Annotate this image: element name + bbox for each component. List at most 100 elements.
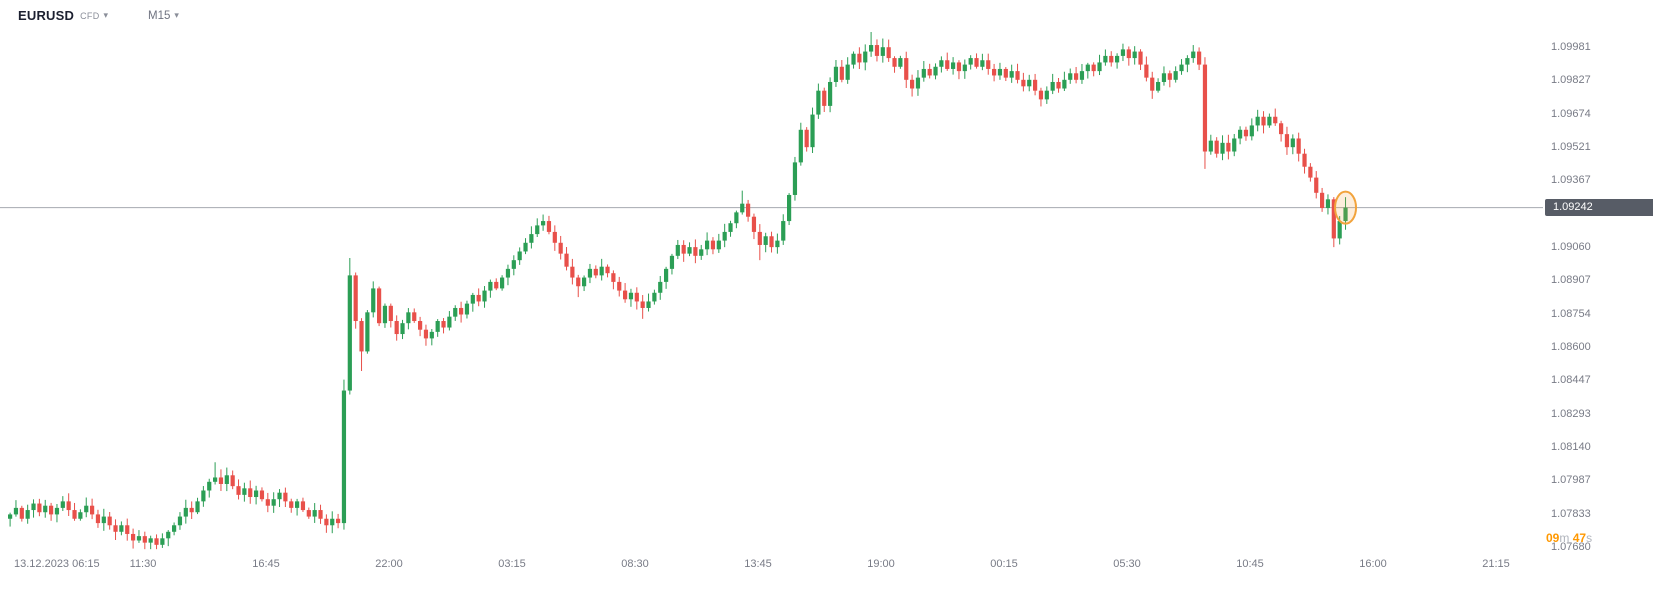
candle-body xyxy=(230,475,235,487)
candle-body xyxy=(599,266,604,276)
candle-body xyxy=(1308,166,1313,178)
candle-body xyxy=(921,68,926,78)
candle-body xyxy=(611,273,616,282)
candle-body xyxy=(1197,51,1202,65)
candle-body xyxy=(664,268,669,282)
candle-body xyxy=(119,525,124,532)
candle-body xyxy=(1027,79,1032,87)
candle-body xyxy=(804,129,809,148)
candle-body xyxy=(195,501,200,513)
candle-body xyxy=(956,62,962,72)
candle-body xyxy=(464,303,470,315)
chart-header: EURUSD CFD ▾ M15 ▾ xyxy=(18,8,179,23)
candle-body xyxy=(353,275,358,322)
price-axis-label: 1.09827 xyxy=(1551,74,1591,87)
candle-body xyxy=(1243,129,1249,137)
time-axis-label: 21:15 xyxy=(1482,558,1510,570)
candle-body xyxy=(851,53,856,65)
candle-body xyxy=(945,60,950,69)
candle-body xyxy=(1214,140,1219,154)
countdown-seconds-unit: s xyxy=(1586,531,1593,545)
candle-body xyxy=(365,312,370,352)
time-axis-label: 11:30 xyxy=(129,558,157,570)
candle-body xyxy=(541,221,546,226)
candle-body xyxy=(324,518,329,526)
candle-body xyxy=(687,247,692,254)
candle-body xyxy=(341,390,347,524)
candle-body xyxy=(388,305,393,322)
candle-body xyxy=(511,260,516,269)
price-axis-label: 1.07833 xyxy=(1551,507,1591,520)
candle-body xyxy=(1109,55,1114,63)
candle-body xyxy=(347,275,352,391)
candle-body xyxy=(435,321,440,332)
candle-body xyxy=(37,503,42,513)
candle-body xyxy=(72,510,77,519)
candle-body xyxy=(470,294,475,304)
time-axis-label: 19:00 xyxy=(867,558,895,570)
candle-body xyxy=(207,481,212,491)
price-axis-label: 1.08754 xyxy=(1551,307,1591,320)
candle-body xyxy=(669,255,675,269)
symbol-name: EURUSD xyxy=(18,8,75,23)
candle-body xyxy=(423,329,429,339)
candle-body xyxy=(828,81,833,106)
candle-body xyxy=(277,492,282,500)
candle-body xyxy=(734,212,739,224)
candle-body xyxy=(312,510,317,517)
price-axis-label: 1.08140 xyxy=(1551,441,1591,454)
candle-body xyxy=(582,277,587,287)
candle-body xyxy=(933,66,938,76)
candle-body xyxy=(1255,116,1260,126)
candle-body xyxy=(681,244,686,254)
candle-body xyxy=(880,47,885,56)
candle-body xyxy=(746,203,751,217)
symbol-selector[interactable]: EURUSD CFD ▾ xyxy=(18,8,108,23)
candle-body xyxy=(336,518,341,524)
candle-body xyxy=(189,507,194,513)
candle-body xyxy=(459,307,464,315)
time-axis-label: 10:45 xyxy=(1236,558,1264,570)
time-axis-label: 13:45 xyxy=(744,558,772,570)
candle-body xyxy=(283,492,288,502)
candle-body xyxy=(406,312,411,324)
timeframe-label: M15 xyxy=(148,9,171,22)
candle-body xyxy=(628,292,634,300)
candle-body xyxy=(716,240,721,250)
candle-body xyxy=(318,510,323,519)
candle-body xyxy=(482,290,487,302)
timeframe-selector[interactable]: M15 ▾ xyxy=(148,10,179,22)
candle-body xyxy=(775,240,780,248)
candle-body xyxy=(640,301,645,308)
candle-body xyxy=(992,68,997,76)
candle-body xyxy=(1325,199,1331,209)
candle-body xyxy=(1144,64,1149,78)
candle-body xyxy=(1079,71,1085,80)
candle-body xyxy=(974,58,979,67)
candle-body xyxy=(19,507,24,519)
candle-body xyxy=(213,477,218,482)
candle-body xyxy=(1021,79,1026,87)
candle-body xyxy=(1167,73,1172,80)
candle-body xyxy=(1150,77,1155,91)
candle-body xyxy=(546,221,552,232)
candle-body xyxy=(910,79,915,89)
candle-body xyxy=(1074,73,1079,80)
time-axis-label: 00:15 xyxy=(990,558,1018,570)
candle-countdown-timer: 09m 47s xyxy=(1546,531,1592,545)
candle-body xyxy=(1044,90,1049,100)
candle-body xyxy=(740,203,745,213)
candle-body xyxy=(634,292,639,302)
candle-body xyxy=(939,60,944,67)
candle-body xyxy=(1132,51,1137,59)
price-axis-label: 1.08293 xyxy=(1551,407,1591,420)
candle-body xyxy=(441,321,446,328)
candle-body xyxy=(1314,177,1319,193)
candle-body xyxy=(898,58,903,67)
time-axis-label: 16:00 xyxy=(1359,558,1387,570)
candle-body xyxy=(915,77,921,89)
candle-body xyxy=(1050,81,1055,91)
candle-body xyxy=(371,288,376,313)
candle-body xyxy=(1238,129,1243,139)
